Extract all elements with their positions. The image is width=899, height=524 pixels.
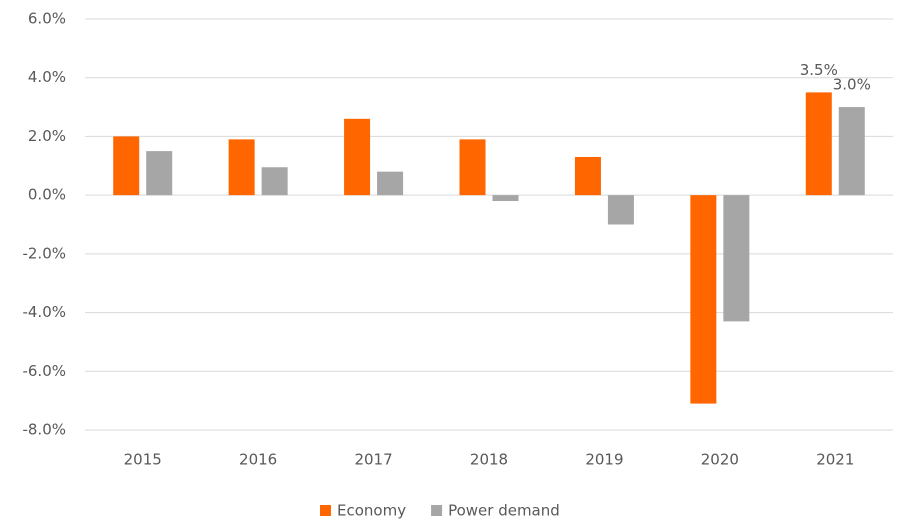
bar (805, 92, 832, 196)
legend-label: Power demand (448, 502, 560, 520)
x-tick-label: 2020 (701, 451, 739, 469)
data-label: 3.5% (800, 61, 838, 79)
bar (377, 171, 404, 196)
x-tick-label: 2016 (239, 451, 277, 469)
bar (574, 156, 601, 196)
bar (492, 195, 519, 202)
y-tick-label: -6.0% (22, 362, 66, 380)
y-tick-label: 2.0% (28, 127, 66, 145)
y-tick-label: 0.0% (28, 186, 66, 204)
x-tick-label: 2017 (354, 451, 392, 469)
bar (607, 195, 634, 225)
bar (690, 195, 717, 404)
bar (113, 136, 140, 196)
y-tick-label: 6.0% (28, 10, 66, 28)
bar (459, 139, 486, 196)
y-tick-label: -4.0% (22, 303, 66, 321)
x-tick-label: 2021 (816, 451, 854, 469)
legend-swatch (320, 505, 331, 516)
y-tick-label: -2.0% (22, 244, 66, 262)
legend-swatch (431, 505, 443, 516)
x-tick-label: 2019 (585, 451, 623, 469)
bar (723, 195, 750, 322)
legend-label: Economy (337, 502, 406, 520)
bar (344, 118, 371, 196)
x-tick-label: 2018 (470, 451, 508, 469)
x-tick-label: 2015 (124, 451, 162, 469)
bar (261, 167, 288, 196)
data-label: 3.0% (833, 76, 871, 94)
y-tick-label: 4.0% (28, 68, 66, 86)
y-tick-label: -8.0% (22, 421, 66, 439)
bar (146, 151, 173, 196)
bar (228, 139, 255, 196)
bar (838, 107, 865, 196)
